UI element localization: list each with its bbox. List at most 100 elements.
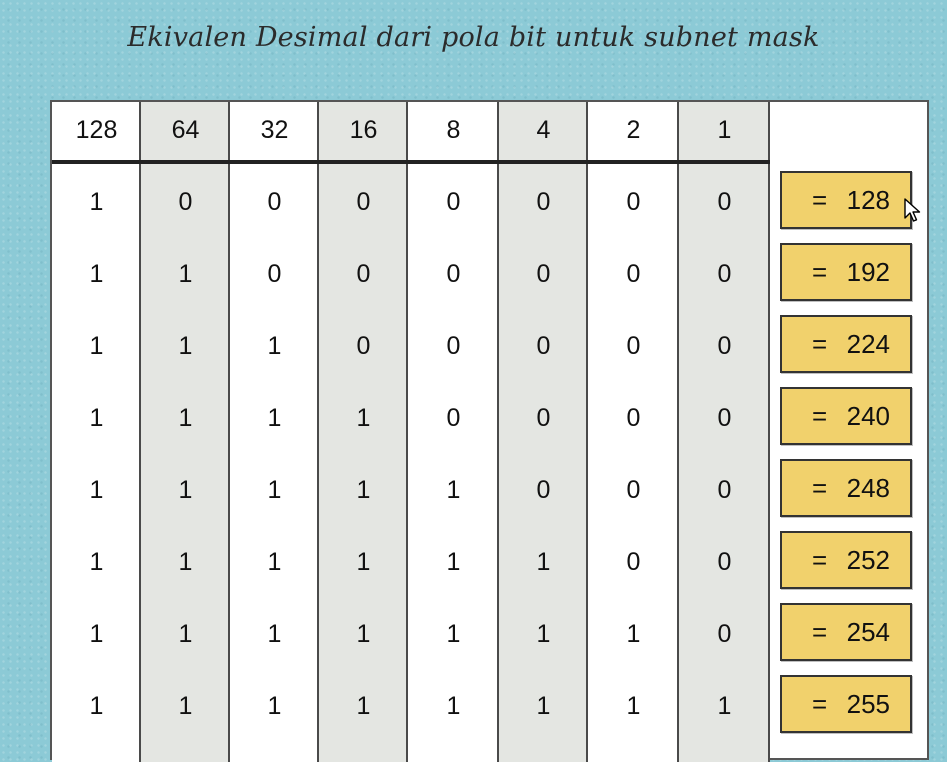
bit-cell: 1	[267, 404, 282, 432]
bit-cell: 0	[446, 260, 461, 288]
bit-cell: 0	[356, 260, 371, 288]
header-cell-4: 4	[536, 116, 551, 144]
equals-sign: =	[812, 689, 828, 719]
equals-sign: =	[812, 617, 828, 647]
decimal-value: 192	[846, 257, 890, 287]
decimal-value: 254	[846, 617, 890, 647]
bit-column-3	[230, 102, 319, 762]
bit-cell: 1	[178, 548, 193, 576]
bit-cell: 1	[446, 548, 461, 576]
bit-cell: 1	[178, 332, 193, 360]
header-cell-1: 1	[717, 116, 732, 144]
bit-cell: 0	[717, 476, 732, 504]
bit-cell: 1	[356, 620, 371, 648]
header-cell-8: 8	[446, 116, 461, 144]
bit-cell: 1	[626, 692, 641, 720]
bit-column-4	[319, 102, 408, 762]
bit-cell: 0	[626, 332, 641, 360]
decimal-value: 240	[846, 401, 890, 431]
bit-cell: 1	[717, 692, 732, 720]
decimal-result-box: = 192	[780, 243, 912, 301]
decimal-result-box: = 254	[780, 603, 912, 661]
bit-cell: 0	[446, 332, 461, 360]
equals-sign: =	[812, 185, 828, 215]
bit-cell: 1	[536, 548, 551, 576]
bit-cell: 1	[446, 692, 461, 720]
bit-cell: 0	[446, 404, 461, 432]
bit-cell: 0	[356, 188, 371, 216]
bit-cell: 1	[178, 620, 193, 648]
bit-cell: 0	[536, 260, 551, 288]
equals-sign: =	[812, 329, 828, 359]
bit-cell: 1	[178, 476, 193, 504]
bit-cell: 1	[89, 548, 104, 576]
bit-cell: 1	[536, 620, 551, 648]
bit-cell: 1	[178, 260, 193, 288]
decimal-value: 255	[846, 689, 890, 719]
equals-sign: =	[812, 473, 828, 503]
bit-cell: 1	[267, 620, 282, 648]
bit-cell: 1	[446, 476, 461, 504]
bit-cell: 1	[89, 692, 104, 720]
bit-cell: 1	[89, 188, 104, 216]
decimal-value: 248	[846, 473, 890, 503]
bit-cell: 0	[717, 260, 732, 288]
bit-cell: 1	[267, 692, 282, 720]
bit-cell: 0	[446, 188, 461, 216]
decimal-result-box: = 224	[780, 315, 912, 373]
bit-cell: 1	[267, 476, 282, 504]
bit-cell: 1	[267, 332, 282, 360]
bit-cell: 1	[89, 404, 104, 432]
slide-title: Ekivalen Desimal dari pola bit untuk sub…	[127, 22, 820, 53]
decimal-result-box: = 240	[780, 387, 912, 445]
bit-column-8	[679, 102, 770, 762]
equals-sign: =	[812, 257, 828, 287]
bit-cell: 0	[717, 620, 732, 648]
bit-cell: 0	[626, 188, 641, 216]
bit-column-1	[52, 102, 141, 762]
bit-cell: 1	[536, 692, 551, 720]
bit-cell: 0	[356, 332, 371, 360]
bit-cell: 1	[178, 692, 193, 720]
equals-sign: =	[812, 545, 828, 575]
bit-cell: 0	[536, 476, 551, 504]
bit-cell: 0	[267, 188, 282, 216]
header-cell-16: 16	[349, 116, 378, 144]
bit-cell: 1	[89, 332, 104, 360]
bit-cell: 0	[626, 476, 641, 504]
bit-column-7	[588, 102, 679, 762]
bit-cell: 1	[356, 548, 371, 576]
bit-cell: 1	[178, 404, 193, 432]
bit-cell: 0	[536, 332, 551, 360]
bit-cell: 0	[178, 188, 193, 216]
bit-cell: 0	[717, 188, 732, 216]
equals-sign: =	[812, 401, 828, 431]
decimal-result-box: = 252	[780, 531, 912, 589]
bit-cell: 1	[446, 620, 461, 648]
bit-cell: 0	[626, 548, 641, 576]
bit-cell: 1	[356, 476, 371, 504]
bit-column-6	[499, 102, 588, 762]
bit-cell: 0	[717, 548, 732, 576]
bit-cell: 1	[267, 548, 282, 576]
bit-cell: 0	[717, 332, 732, 360]
bit-cell: 0	[717, 404, 732, 432]
bit-cell: 1	[89, 620, 104, 648]
decimal-result-box: = 128	[780, 171, 912, 229]
bit-cell: 0	[536, 188, 551, 216]
bit-table: 128 64 32 16 8 4 2 1 1 0 0 0 0 0 0 0 = 128 1 1 0 0 0 0 0 0 = 192 1 1 1…	[50, 100, 929, 762]
header-divider	[52, 160, 770, 164]
bit-cell: 0	[626, 260, 641, 288]
bit-cell: 1	[89, 260, 104, 288]
decimal-value: 128	[846, 185, 890, 215]
bit-cell: 1	[626, 620, 641, 648]
bit-cell: 0	[626, 404, 641, 432]
header-cell-128: 128	[75, 116, 118, 144]
header-cell-64: 64	[171, 116, 200, 144]
bit-cell: 1	[356, 692, 371, 720]
decimal-value: 224	[846, 329, 890, 359]
mouse-pointer-icon	[904, 198, 921, 222]
bit-column-5	[408, 102, 499, 762]
decimal-result-box: = 248	[780, 459, 912, 517]
decimal-value: 252	[846, 545, 890, 575]
